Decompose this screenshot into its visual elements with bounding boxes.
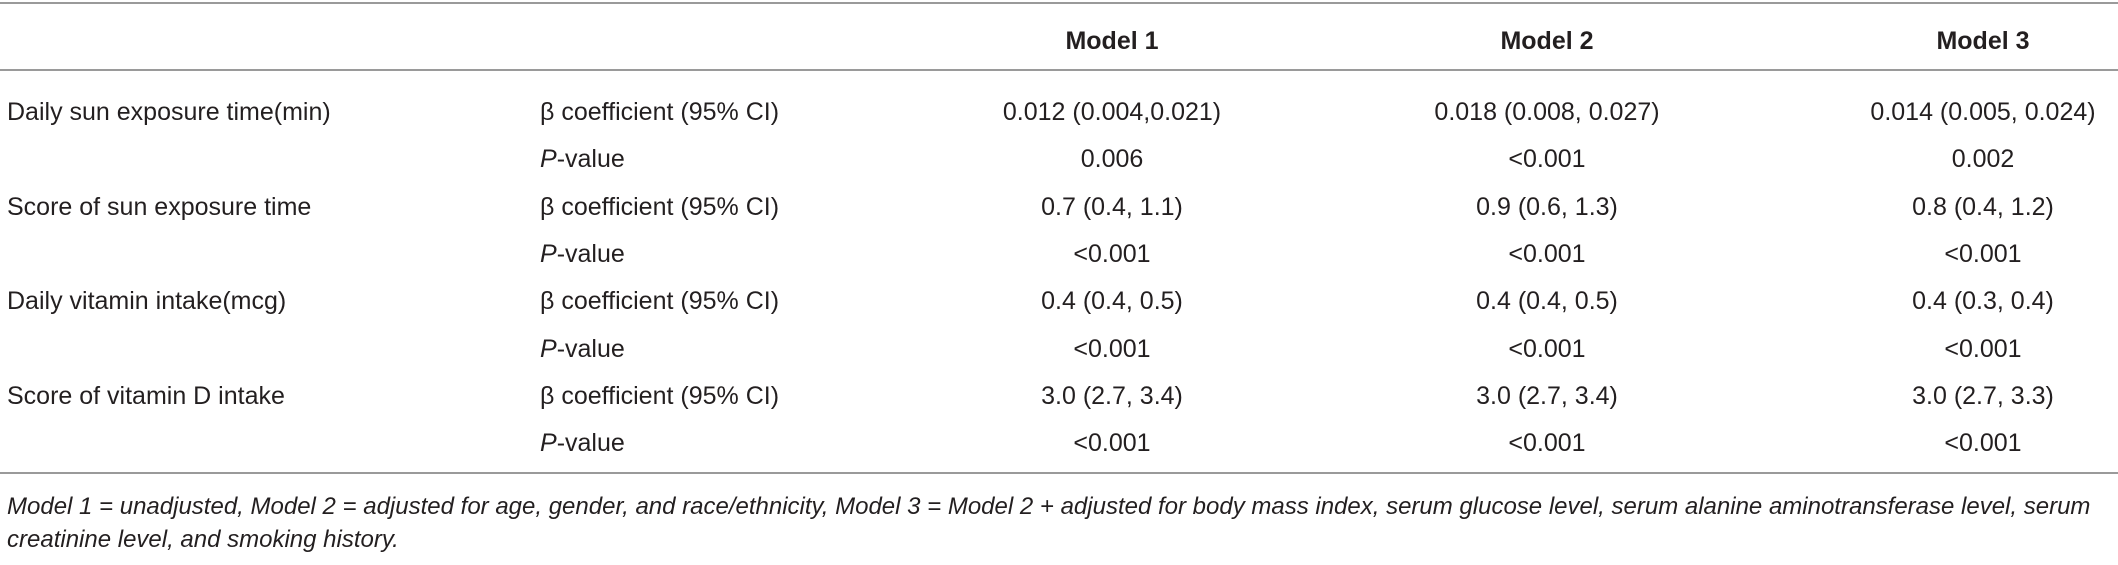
bottom-rule xyxy=(0,472,2118,474)
cell: <0.001 xyxy=(1508,334,1586,363)
cell: 0.4 (0.3, 0.4) xyxy=(1912,287,2054,316)
stat-name-text: P-value xyxy=(540,239,625,268)
cell: <0.001 xyxy=(1508,429,1586,458)
cell: 0.9 (0.6, 1.3) xyxy=(1476,192,1618,221)
cell: 0.012 (0.004,0.021) xyxy=(1002,98,1222,126)
cell: 0.018 (0.008, 0.027) xyxy=(1434,98,1660,126)
cell: <0.001 xyxy=(1944,239,2022,268)
cell: <0.001 xyxy=(1073,334,1151,363)
column-header: Model 1 xyxy=(1065,27,1159,55)
row-label: Score of sun exposure time xyxy=(7,192,312,221)
cell: <0.001 xyxy=(1508,145,1586,174)
cell: 0.4 (0.4, 0.5) xyxy=(1476,287,1618,316)
cell: <0.001 xyxy=(1944,334,2022,363)
row-label: Daily vitamin intake(mcg) xyxy=(7,287,287,316)
stat-name: β coefficient (95% CI) xyxy=(540,98,780,126)
column-header: Model 2 xyxy=(1500,27,1594,55)
stat-name-text: P-value xyxy=(540,145,625,174)
cell: 0.4 (0.4, 0.5) xyxy=(1041,287,1183,316)
stat-name: P-value xyxy=(540,239,625,269)
cell: 0.002 xyxy=(1951,145,2015,174)
cell: 0.006 xyxy=(1080,145,1144,174)
stat-name: β coefficient (95% CI) xyxy=(540,381,780,410)
row-label: Score of vitamin D intake xyxy=(7,381,285,410)
stat-name-text: P-value xyxy=(540,334,625,363)
stat-name: β coefficient (95% CI) xyxy=(540,287,780,316)
stat-name: P-value xyxy=(540,144,625,174)
stat-name: P-value xyxy=(540,428,625,458)
cell: 0.7 (0.4, 1.1) xyxy=(1041,192,1183,221)
row-label: Daily sun exposure time(min) xyxy=(7,98,331,126)
header-rule xyxy=(0,69,2118,71)
stat-name: P-value xyxy=(540,334,625,364)
cell: 0.8 (0.4, 1.2) xyxy=(1912,192,2054,221)
cell: <0.001 xyxy=(1508,239,1586,268)
cell: <0.001 xyxy=(1944,429,2022,458)
stat-name: β coefficient (95% CI) xyxy=(540,192,780,221)
cell: 3.0 (2.7, 3.4) xyxy=(1041,381,1183,410)
cell: 0.014 (0.005, 0.024) xyxy=(1870,98,2096,126)
stat-name-text: P-value xyxy=(540,429,625,458)
cell: 3.0 (2.7, 3.4) xyxy=(1476,381,1618,410)
cell: <0.001 xyxy=(1073,239,1151,268)
footnote: Model 1 = unadjusted, Model 2 = adjusted… xyxy=(7,493,2091,553)
cell: <0.001 xyxy=(1073,429,1151,458)
cell: 3.0 (2.7, 3.3) xyxy=(1912,381,2054,410)
top-rule xyxy=(0,2,2118,4)
column-header: Model 3 xyxy=(1936,27,2030,55)
